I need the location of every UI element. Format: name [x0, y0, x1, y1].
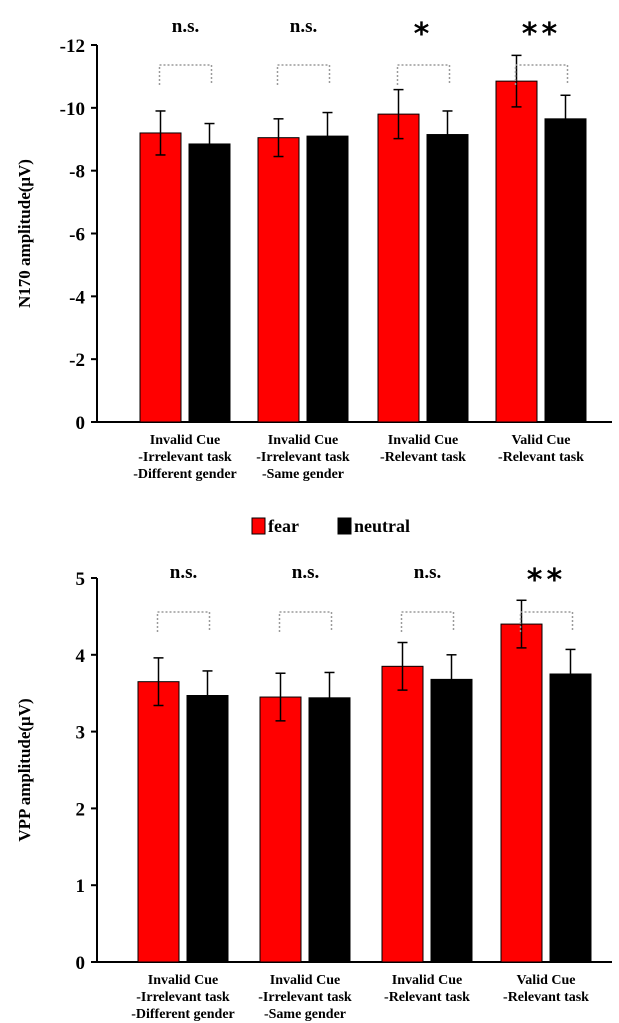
significance-bracket	[156, 611, 211, 632]
category-label: -Irrelevant task	[136, 990, 230, 1005]
bar-neutral	[426, 134, 469, 423]
significance-label: n.s.	[170, 562, 197, 583]
y-tick-label: 0	[76, 413, 86, 434]
category-label: -Same gender	[264, 1007, 346, 1022]
y-tick-label: 5	[76, 569, 86, 590]
legend-label-neutral: neutral	[354, 516, 410, 536]
bar-neutral	[549, 673, 592, 963]
legend-swatch-neutral	[337, 517, 352, 535]
y-tick-label: -12	[60, 36, 85, 57]
y-tick-label: 2	[76, 799, 86, 820]
legend-label-fear: fear	[268, 516, 299, 536]
bar-fear	[259, 696, 302, 963]
y-tick-label: 4	[76, 646, 86, 667]
significance-bracket	[158, 64, 213, 85]
y-tick-label: -10	[60, 99, 85, 120]
significance-bracket	[278, 611, 333, 632]
bar-fear	[500, 623, 543, 963]
category-label: Valid Cue	[511, 433, 570, 448]
significance-bracket	[276, 64, 331, 85]
significance-bracket	[519, 611, 574, 632]
bar-fear	[139, 132, 182, 423]
category-label: Invalid Cue	[388, 433, 458, 448]
category-label: -Same gender	[262, 467, 344, 482]
y-tick-label: -4	[69, 287, 85, 308]
bar-neutral	[186, 695, 229, 963]
y-axis-label: N170 amplitude(μV)	[15, 159, 34, 308]
y-tick-label: 0	[76, 953, 86, 974]
category-label: -Relevant task	[384, 990, 470, 1005]
y-tick-label: -6	[69, 225, 85, 246]
category-label: -Different gender	[133, 467, 237, 482]
bar-fear	[381, 665, 424, 963]
category-label: -Irrelevant task	[258, 990, 352, 1005]
category-label: -Relevant task	[498, 450, 584, 465]
bar-neutral	[306, 135, 349, 423]
y-axis-label: VPP amplitude(μV)	[15, 698, 34, 841]
category-label: -Relevant task	[380, 450, 466, 465]
legend-swatch-fear	[251, 517, 266, 535]
bar-neutral	[188, 143, 231, 423]
bar-fear	[257, 137, 300, 423]
significance-label: **	[522, 17, 561, 52]
significance-bracket	[396, 64, 451, 85]
bar-fear	[377, 113, 420, 423]
y-tick-label: -2	[69, 350, 85, 371]
bar-fear	[137, 681, 180, 963]
category-label: Valid Cue	[516, 973, 575, 988]
n170-chart: 0 -2 -4 -6 -8 -10 -12 N170 amplitude(μV) n.s. Inv…	[15, 16, 612, 482]
significance-label: n.s.	[290, 16, 317, 37]
category-label: -Irrelevant task	[138, 450, 232, 465]
significance-label: *	[414, 17, 434, 52]
significance-label: **	[527, 563, 566, 598]
y-tick-label: -8	[69, 162, 85, 183]
bar-neutral	[308, 697, 351, 963]
category-label: -Different gender	[131, 1007, 235, 1022]
y-tick-label: 3	[76, 723, 86, 744]
bar-fear	[495, 80, 538, 423]
significance-label: n.s.	[292, 562, 319, 583]
bar-neutral	[544, 118, 587, 423]
category-label: Invalid Cue	[392, 973, 462, 988]
significance-label: n.s.	[172, 16, 199, 37]
category-label: -Relevant task	[503, 990, 589, 1005]
category-label: Invalid Cue	[150, 433, 220, 448]
category-label: Invalid Cue	[270, 973, 340, 988]
vpp-chart: 0 1 2 3 4 5 VPP amplitude(μV) n.s. Invalid Cue -I…	[15, 562, 612, 1022]
significance-label: n.s.	[414, 562, 441, 583]
legend: fear neutral	[251, 516, 410, 536]
y-tick-label: 1	[76, 876, 86, 897]
category-label: Invalid Cue	[148, 973, 218, 988]
category-label: -Irrelevant task	[256, 450, 350, 465]
category-label: Invalid Cue	[268, 433, 338, 448]
bar-neutral	[430, 678, 473, 963]
significance-bracket	[400, 611, 455, 632]
significance-bracket	[514, 64, 569, 85]
